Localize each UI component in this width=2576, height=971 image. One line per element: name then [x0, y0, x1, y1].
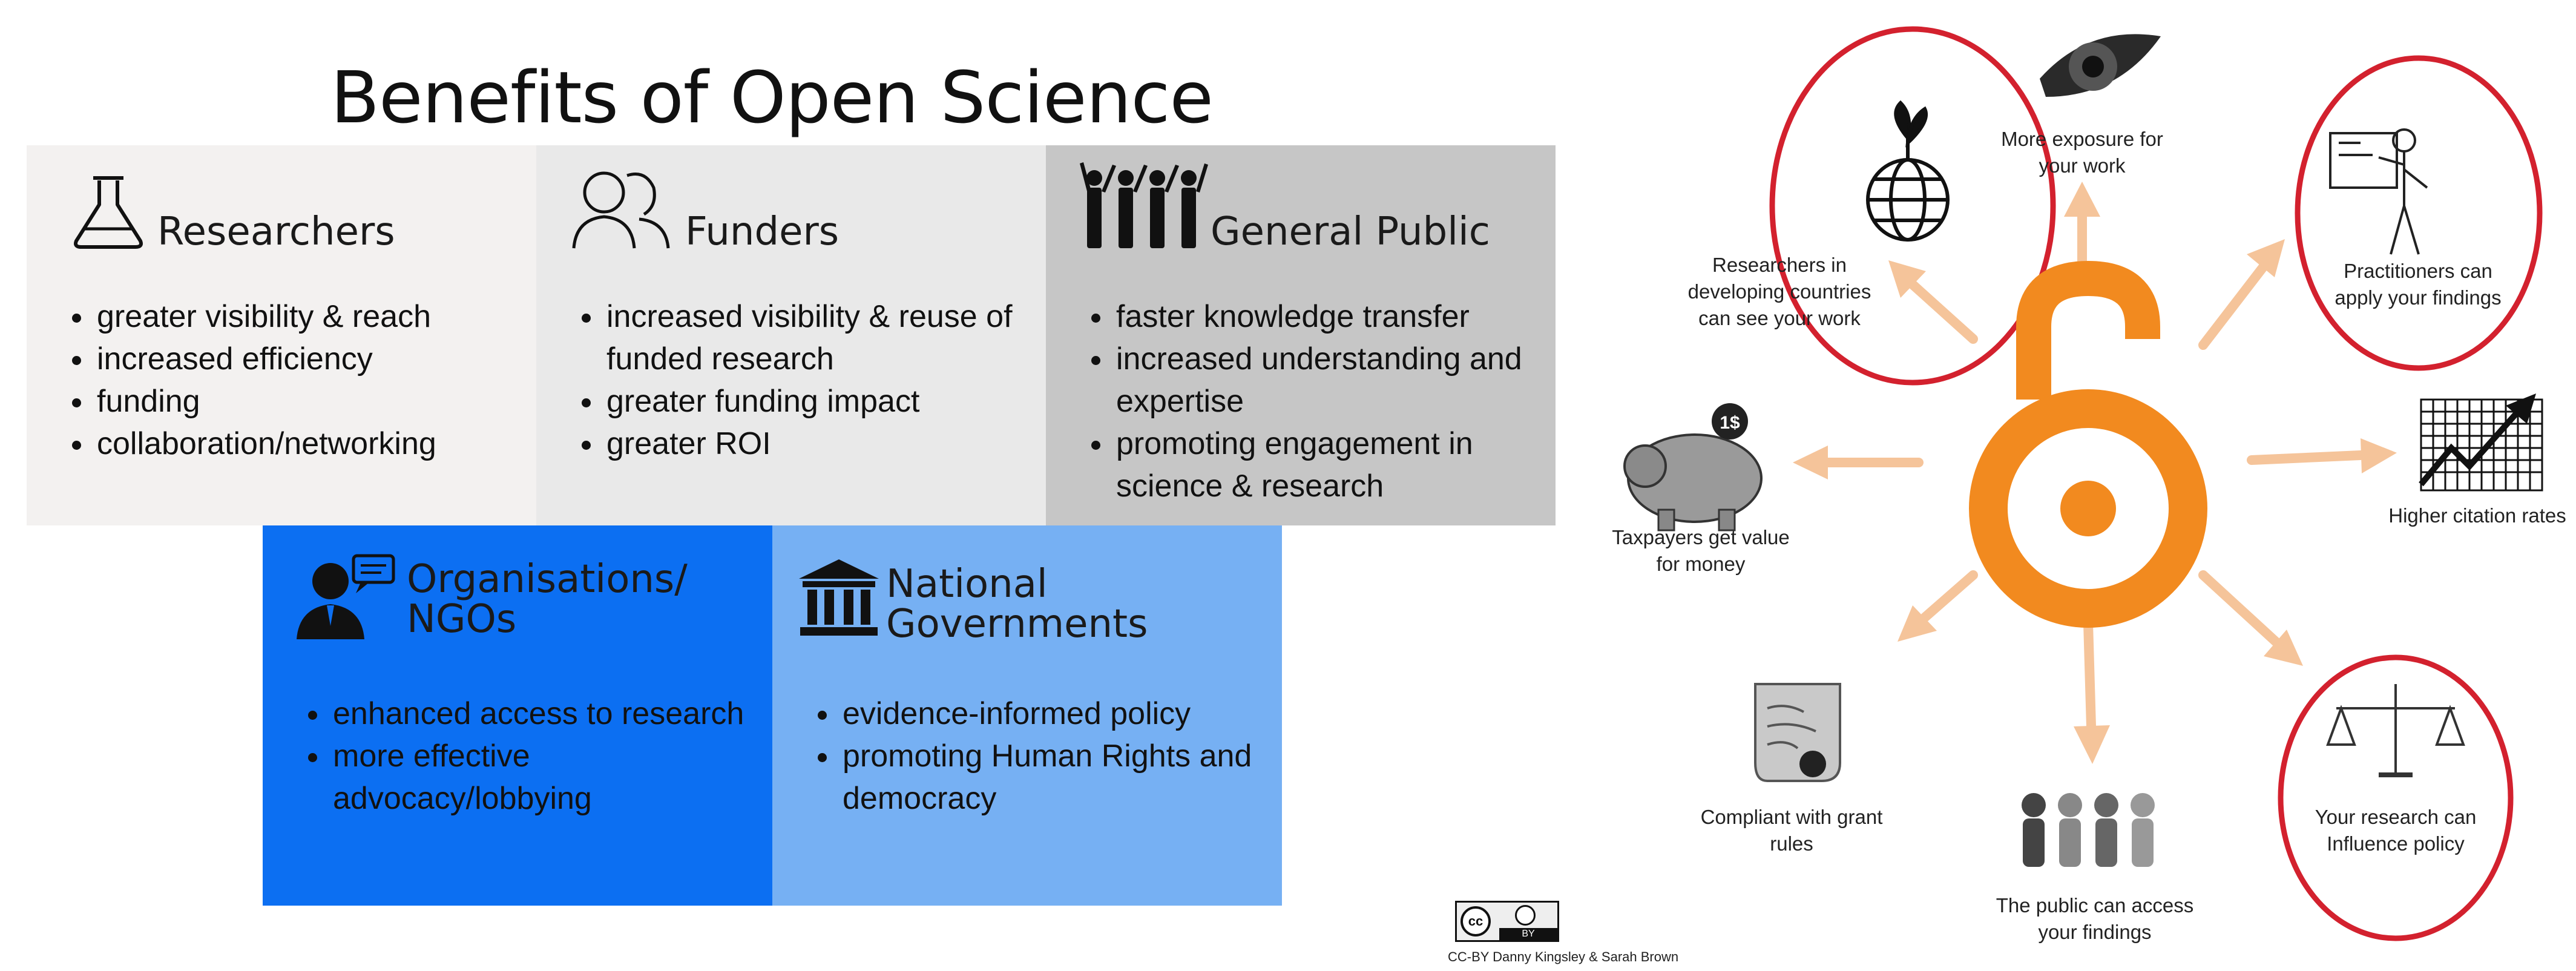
card-organisations: Organisations/ NGOs enhanced access to r… — [263, 525, 772, 906]
two-people-icon — [569, 163, 672, 257]
arrow — [1888, 260, 1978, 344]
card-heading-line2: NGOs — [407, 597, 517, 642]
highlight-ellipse — [1769, 26, 2056, 386]
card-heading: General Public — [1211, 209, 1490, 254]
scroll-certificate-icon — [1754, 683, 1841, 782]
coin-label: 1$ — [1720, 413, 1740, 433]
list-item: greater visibility & reach — [94, 295, 567, 338]
label-practitioners: Practitioners can apply your findings — [2334, 260, 2502, 309]
open-access-diagram: 1$ — [1623, 26, 2543, 941]
list-item: evidence-informed policy — [840, 693, 1288, 735]
label-taxpayers: Taxpayers get value for money — [1612, 526, 1790, 575]
card-list: faster knowledge transfer increased unde… — [1082, 295, 1562, 507]
cc-by-license-badge: cc BY — [1455, 901, 1559, 942]
label-compliant: Compliant with grant rules — [1700, 806, 1883, 855]
list-item: faster knowledge transfer — [1114, 295, 1562, 338]
by-label: BY — [1499, 928, 1557, 940]
card-national-governments: National Governments evidence-informed p… — [772, 525, 1282, 906]
card-list: enhanced access to research more effecti… — [299, 693, 790, 820]
list-item: funding — [94, 380, 567, 423]
card-heading: Researchers — [157, 209, 395, 254]
list-item: greater ROI — [604, 423, 1016, 465]
list-item: collaboration/networking — [94, 423, 567, 465]
cc-logo-icon: cc — [1460, 906, 1491, 936]
list-item: promoting Human Rights and democracy — [840, 735, 1288, 820]
people-group-icon — [2022, 793, 2155, 867]
highlight-ellipse — [2295, 55, 2543, 371]
card-list: evidence-informed policy promoting Human… — [809, 693, 1288, 820]
arrow — [2074, 619, 2110, 764]
label-more-exposure: More exposure for your work — [2001, 128, 2163, 177]
card-researchers: Researchers greater visibility & reach i… — [27, 145, 536, 525]
flask-icon — [69, 173, 148, 255]
arrow — [2247, 438, 2397, 473]
card-heading: Funders — [685, 209, 840, 254]
card-list: greater visibility & reach increased eff… — [63, 295, 567, 465]
list-item: increased visibility & reuse of funded r… — [604, 295, 1016, 380]
piggy-bank-icon: 1$ — [1623, 403, 1763, 532]
list-item: promoting engagement in science & resear… — [1114, 423, 1562, 507]
arrow — [1793, 446, 1924, 479]
label-influence-policy: Your research can Influence policy — [2315, 806, 2477, 855]
list-item: greater funding impact — [604, 380, 1016, 423]
highlight-ellipse — [2278, 654, 2514, 941]
attribution-icon — [1515, 905, 1536, 926]
rising-chart-icon — [2419, 393, 2543, 492]
globe-plant-icon — [1866, 100, 1950, 242]
card-heading-line1: Organisations/ — [407, 557, 688, 602]
label-citation-rates: Higher citation rates — [2388, 504, 2566, 527]
label-developing-countries: Researchers in developing countries can … — [1687, 254, 1871, 329]
eye-icon — [2040, 34, 2161, 97]
open-access-logo-icon — [1969, 260, 2207, 628]
list-item: enhanced access to research — [330, 693, 790, 735]
list-item: increased efficiency — [94, 338, 567, 380]
arrow — [2198, 239, 2285, 350]
card-general-public: General Public faster knowledge transfer… — [1046, 145, 1556, 525]
presenter-icon — [2329, 128, 2428, 255]
label-public-access: The public can access your findings — [1996, 894, 2194, 943]
government-building-icon — [797, 559, 881, 641]
page-title: Benefits of Open Science — [330, 56, 1214, 139]
credit-text: CC-BY Danny Kingsley & Sarah Brown — [1448, 949, 1679, 964]
list-item: increased understanding and expertise — [1114, 338, 1562, 423]
arrow — [2198, 570, 2303, 666]
scales-icon — [2326, 684, 2465, 777]
card-funders: Funders increased visibility & reuse of … — [536, 145, 1046, 525]
card-list: increased visibility & reuse of funded r… — [573, 295, 1016, 465]
card-heading-line1: National — [886, 562, 1048, 607]
speaker-person-icon — [293, 550, 396, 643]
list-item: more effective advocacy/lobbying — [330, 735, 790, 820]
card-heading-line2: Governments — [886, 602, 1148, 647]
people-cheering-icon — [1077, 160, 1211, 254]
arrow — [1898, 570, 1978, 642]
